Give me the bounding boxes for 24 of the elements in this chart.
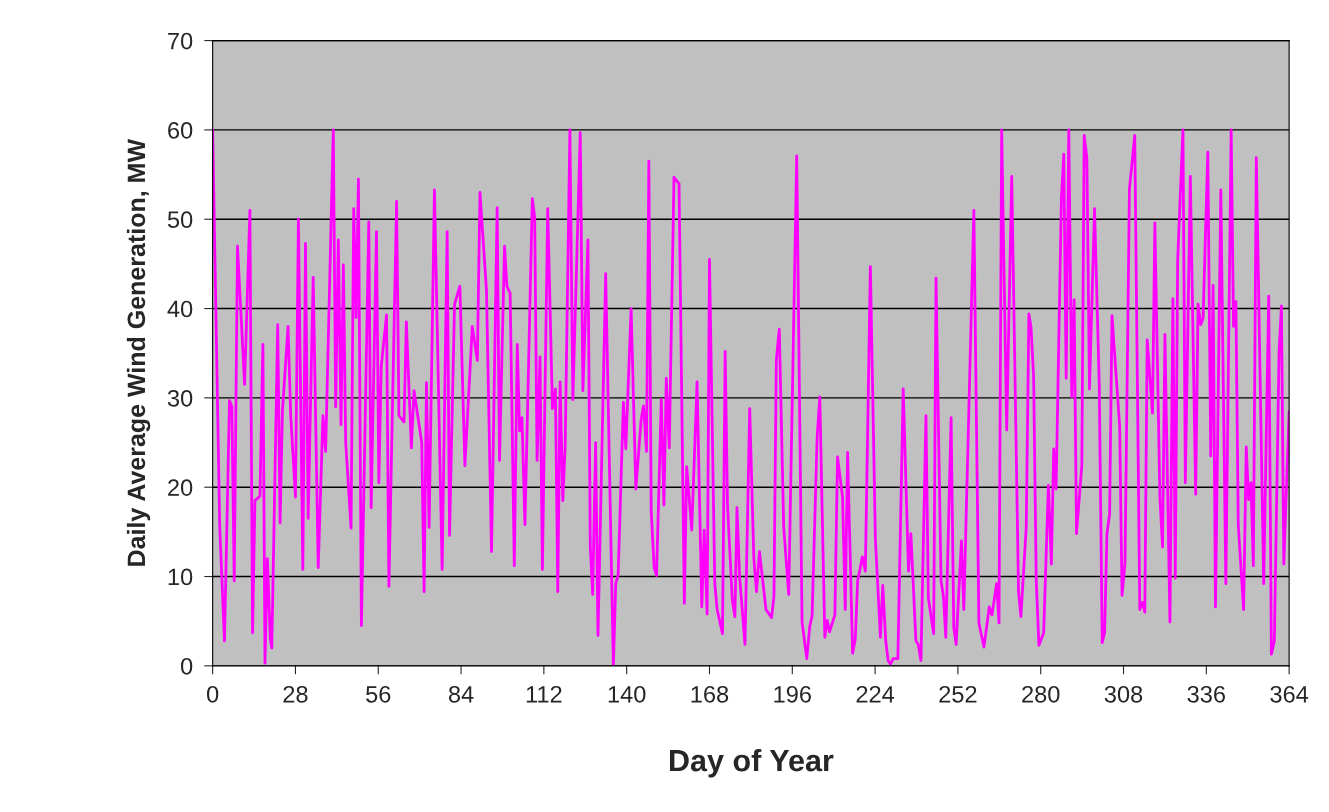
x-tick-label: 84 — [448, 685, 474, 703]
y-tick-label: 40 — [167, 300, 193, 318]
x-tick-label: 28 — [283, 685, 308, 703]
x-tick-label: 140 — [608, 685, 646, 703]
x-tick-label: 364 — [1270, 685, 1309, 703]
y-tick-label: 50 — [167, 211, 193, 229]
y-tick-label: 30 — [167, 389, 193, 407]
x-tick-label: 112 — [526, 685, 562, 703]
x-tick-label: 308 — [1104, 685, 1143, 703]
x-tick-label: 336 — [1187, 685, 1225, 703]
y-tick-label: 70 — [168, 32, 193, 50]
x-tick-label: 168 — [691, 685, 729, 703]
x-tick-label: 196 — [774, 685, 811, 703]
x-tick-label: 0 — [207, 685, 219, 703]
x-axis-title: Day of Year — [669, 748, 834, 778]
x-tick-label: 252 — [939, 685, 977, 703]
y-tick-label: 20 — [168, 479, 193, 496]
x-tick-label: 280 — [1022, 685, 1060, 703]
y-tick-label: 0 — [180, 657, 193, 675]
x-tick-label: 56 — [366, 685, 391, 703]
y-tick-label: 60 — [168, 121, 193, 139]
y-tick-label: 10 — [168, 568, 193, 586]
x-tick-label: 224 — [856, 685, 895, 703]
y-axis-title: Daily Average Wind Generation, MW — [126, 138, 151, 566]
